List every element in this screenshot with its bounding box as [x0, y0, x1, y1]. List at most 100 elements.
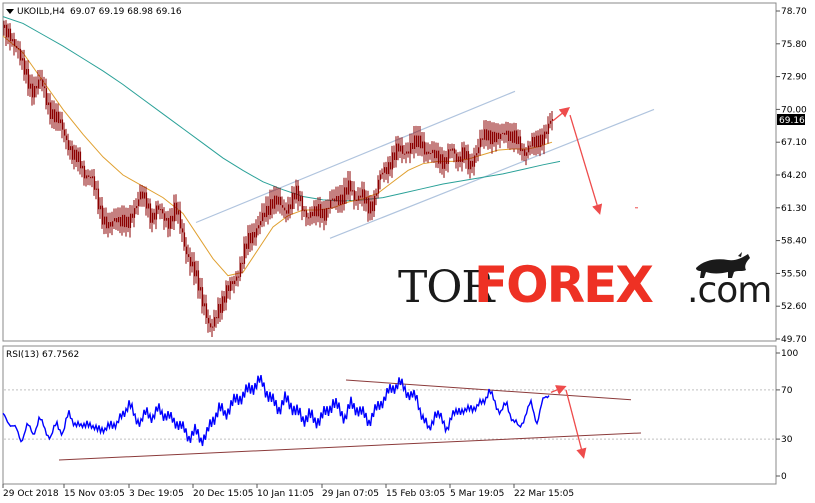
candle-body [31, 83, 34, 98]
logo-tor-text: TOR [398, 262, 496, 313]
candle-body [35, 85, 38, 89]
candle-body [165, 217, 168, 221]
moving-average-slow [2, 16, 561, 202]
candle-body [495, 132, 498, 143]
candle-body [401, 145, 404, 154]
candle-body [325, 208, 328, 221]
candle-body [461, 147, 464, 162]
candle-body [209, 323, 212, 328]
time-tick-label: 5 Mar 19:05 [450, 489, 504, 499]
time-tick-label: 10 Jan 11:05 [257, 489, 314, 499]
forecast-arrow [552, 106, 571, 122]
candle-body [367, 197, 370, 214]
candle-body [481, 138, 484, 140]
candle-body [359, 195, 362, 198]
time-tick-label: 20 Dec 15:05 [193, 489, 254, 499]
chart-header: UKOILb,H4 69.07 69.19 68.98 69.16 [6, 7, 182, 17]
candle-body [403, 153, 406, 155]
candle-body [351, 190, 354, 192]
time-tick-label: 29 Jan 07:05 [322, 489, 379, 499]
candle-body [13, 39, 16, 46]
candle-body [201, 287, 204, 307]
candle-body [537, 135, 540, 148]
candle-body [15, 45, 18, 49]
candle-body [177, 210, 180, 215]
candle-body [287, 204, 290, 214]
candle-body [309, 211, 312, 218]
candle-body [159, 209, 162, 211]
candle-body [417, 135, 420, 148]
logo-forex-text: FOREX [474, 256, 653, 314]
candle-body [129, 213, 132, 228]
candle-body [297, 185, 300, 202]
candle-body [473, 155, 476, 167]
price-tick-label: 52.60 [781, 302, 807, 312]
candle-body [303, 210, 306, 212]
candle-body [33, 85, 36, 98]
candle-body [185, 246, 188, 255]
rsi-series-line [2, 375, 550, 447]
candle-body [115, 218, 118, 223]
dropdown-triangle-icon[interactable] [6, 9, 14, 14]
candle-body [23, 58, 26, 75]
rsi-tick-label: 0 [781, 472, 787, 482]
candle-body [487, 130, 490, 141]
candle-body [169, 215, 172, 229]
candle-body [73, 149, 76, 160]
candle-body [219, 303, 222, 313]
candle-body [237, 276, 240, 278]
candle-body [289, 204, 292, 210]
candle-body [215, 317, 218, 319]
candle-body [189, 257, 192, 267]
candle-body [551, 119, 554, 121]
candle-body [505, 130, 508, 135]
candle-body [171, 215, 174, 222]
candle-body [305, 210, 308, 218]
candle-body [503, 132, 506, 135]
candle-body [21, 58, 24, 61]
bull-logo-icon [696, 252, 750, 278]
candle-body [3, 24, 6, 28]
candle-body [261, 212, 264, 222]
candle-body [409, 142, 412, 154]
candle-body [513, 130, 516, 143]
candle-body [223, 296, 226, 303]
candle-body [247, 232, 250, 249]
candle-body [151, 212, 154, 223]
rsi-forecast-arrow [565, 389, 587, 459]
candle-body [485, 129, 488, 141]
candle-body [259, 221, 262, 226]
candle-body [413, 135, 416, 149]
candle-body [53, 109, 56, 123]
candle-body [321, 208, 324, 219]
price-tick-label: 49.70 [781, 335, 807, 345]
candle-body [235, 276, 238, 281]
candle-body [57, 111, 60, 124]
candle-body [193, 261, 196, 277]
candle-body [519, 136, 522, 152]
candle-body [381, 172, 384, 175]
price-tick-label: 64.20 [781, 171, 807, 181]
candle-body [29, 83, 32, 89]
candle-body [361, 189, 364, 198]
candle-body [55, 111, 58, 123]
candle-body [87, 175, 90, 177]
candle-body [225, 285, 228, 303]
price-tick-label: 78.70 [781, 7, 807, 17]
candle-body [443, 157, 446, 169]
candle-body [127, 216, 130, 228]
candle-body [149, 203, 152, 223]
candle-body [85, 175, 88, 179]
candle-body [319, 204, 322, 219]
candle-body [317, 204, 320, 217]
candle-body [191, 261, 194, 267]
candle-body [447, 149, 450, 164]
candle-body [135, 206, 138, 209]
candle-body [491, 131, 494, 145]
candle-body [407, 151, 410, 154]
candle-body [335, 195, 338, 202]
candle-body [507, 130, 510, 141]
candle-body [227, 285, 230, 291]
candle-body [275, 195, 278, 205]
